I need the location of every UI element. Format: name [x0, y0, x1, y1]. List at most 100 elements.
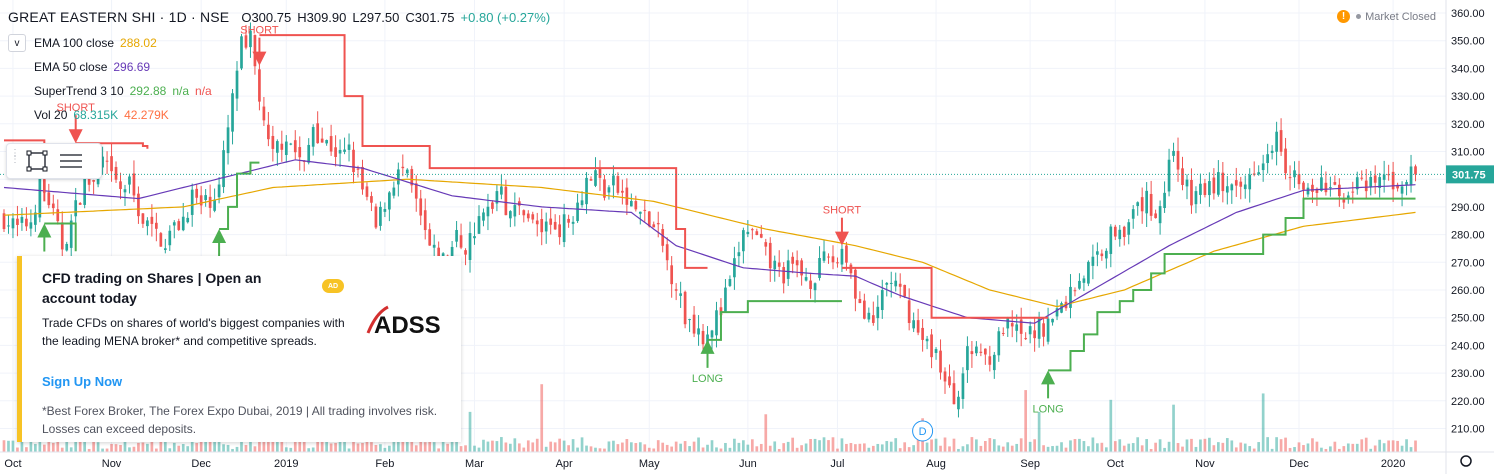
- volume-bar: [146, 443, 149, 452]
- legend-ema100[interactable]: v EMA 100 close 288.02: [8, 31, 212, 55]
- volume-bar: [983, 441, 987, 452]
- drag-handle-icon[interactable]: ⋮ ⋮: [10, 148, 20, 165]
- legend-volume[interactable]: Vol 20 68.315K 42.279K: [8, 103, 212, 127]
- volume-bar: [459, 446, 463, 452]
- candle-body: [1302, 182, 1305, 190]
- short-arrow-icon: [252, 51, 267, 66]
- volume-bar: [1373, 445, 1377, 452]
- candle-body: [1199, 183, 1202, 195]
- volume-bar: [845, 443, 848, 452]
- volume-bar: [231, 448, 234, 452]
- volume-bar: [858, 443, 862, 452]
- candle-body: [1024, 338, 1028, 340]
- volume-bar: [907, 447, 911, 452]
- long-signal-label: LONG: [692, 373, 723, 385]
- volume-bar: [1360, 439, 1364, 452]
- candle-body: [1257, 172, 1261, 175]
- volume-bar: [432, 442, 436, 452]
- candle-body: [1346, 195, 1350, 200]
- candle-body: [871, 315, 875, 323]
- candle-body: [535, 220, 539, 225]
- ad-title[interactable]: CFD trading on Shares | Open an account …: [42, 270, 262, 306]
- volume-bar: [141, 442, 145, 452]
- drawing-floating-toolbar: ⋮ ⋮: [6, 143, 102, 179]
- candle-body: [307, 144, 311, 163]
- volume-bar: [1042, 445, 1045, 452]
- settings-gear-icon[interactable]: [1460, 455, 1472, 467]
- volume-bar: [1396, 440, 1399, 452]
- volume-bar: [773, 441, 777, 452]
- candle-body: [105, 160, 109, 162]
- time-tick-label: Jul: [830, 458, 844, 470]
- candle-body: [840, 248, 844, 265]
- legend-collapse-button[interactable]: v: [8, 34, 26, 52]
- volume-bar: [370, 442, 373, 452]
- volume-bar: [1109, 399, 1113, 452]
- rectangle-tool-button[interactable]: [20, 146, 54, 176]
- price-tick-label: 210.00: [1451, 424, 1485, 436]
- volume-bar: [724, 442, 727, 452]
- volume-bar: [612, 440, 615, 452]
- candle-body: [419, 198, 423, 216]
- candle-body: [289, 143, 293, 145]
- volume-bar: [1230, 440, 1234, 452]
- candle-body: [876, 306, 880, 319]
- candle-body: [146, 220, 149, 227]
- time-tick-label: 2019: [274, 458, 298, 470]
- volume-bar: [1046, 446, 1050, 452]
- sign-up-link[interactable]: Sign Up Now: [42, 374, 123, 389]
- volume-bar: [486, 441, 490, 452]
- candle-body: [526, 213, 530, 219]
- volume-bar: [1104, 447, 1108, 452]
- time-tick-label: May: [639, 458, 660, 470]
- warning-icon[interactable]: !: [1337, 10, 1351, 23]
- candle-body: [1096, 251, 1099, 255]
- volume-bar: [809, 438, 812, 452]
- candle-body: [616, 176, 620, 193]
- volume-bar: [249, 440, 252, 452]
- volume-bar: [871, 445, 875, 452]
- candle-body: [163, 248, 167, 250]
- candle-body: [347, 144, 351, 150]
- volume-bar: [464, 445, 467, 452]
- volume-bar: [638, 442, 642, 452]
- volume-bar: [670, 446, 674, 452]
- volume-bar: [822, 437, 826, 452]
- dividend-marker-label: D: [919, 426, 927, 438]
- volume-bar: [975, 439, 978, 452]
- symbol-name[interactable]: GREAT EASTERN SHI · 1D · NSE: [8, 9, 230, 25]
- candle-body: [101, 156, 104, 168]
- candle-body: [916, 320, 920, 333]
- candle-body: [1010, 323, 1014, 327]
- volume-bar: [957, 448, 960, 452]
- time-tick-label: Dec: [1289, 458, 1309, 470]
- volume-bar: [553, 442, 557, 452]
- legend-supertrend[interactable]: SuperTrend 3 10 292.88 n/a n/a: [8, 79, 212, 103]
- symbol-header: GREAT EASTERN SHI · 1D · NSE O300.75 H30…: [8, 7, 550, 27]
- volume-bar: [213, 438, 216, 452]
- volume-bar: [307, 448, 311, 452]
- volume-bar: [177, 445, 181, 452]
- object-tree-button[interactable]: [54, 146, 88, 176]
- supertrend-label: SuperTrend 3 10: [34, 84, 124, 98]
- candle-body: [92, 180, 95, 182]
- candle-body: [970, 351, 974, 355]
- volume-bar: [544, 446, 548, 452]
- candle-body: [1351, 191, 1355, 193]
- volume-bar: [1060, 442, 1063, 452]
- candle-body: [1324, 182, 1328, 193]
- short-signal-label: SHORT: [240, 25, 279, 37]
- volume-bar: [652, 448, 656, 452]
- candle-body: [1149, 193, 1153, 216]
- volume-bar: [240, 441, 243, 452]
- volume-bar: [1015, 443, 1019, 452]
- candle-body: [746, 231, 750, 235]
- advertisement-panel[interactable]: CFD trading on Shares | Open an account …: [17, 256, 461, 442]
- volume-bar: [948, 446, 951, 452]
- legend-ema50[interactable]: EMA 50 close 296.69: [8, 55, 212, 79]
- volume-bar: [1172, 404, 1175, 452]
- candle-body: [934, 349, 938, 353]
- volume-bar: [934, 438, 938, 452]
- candle-body: [240, 36, 243, 69]
